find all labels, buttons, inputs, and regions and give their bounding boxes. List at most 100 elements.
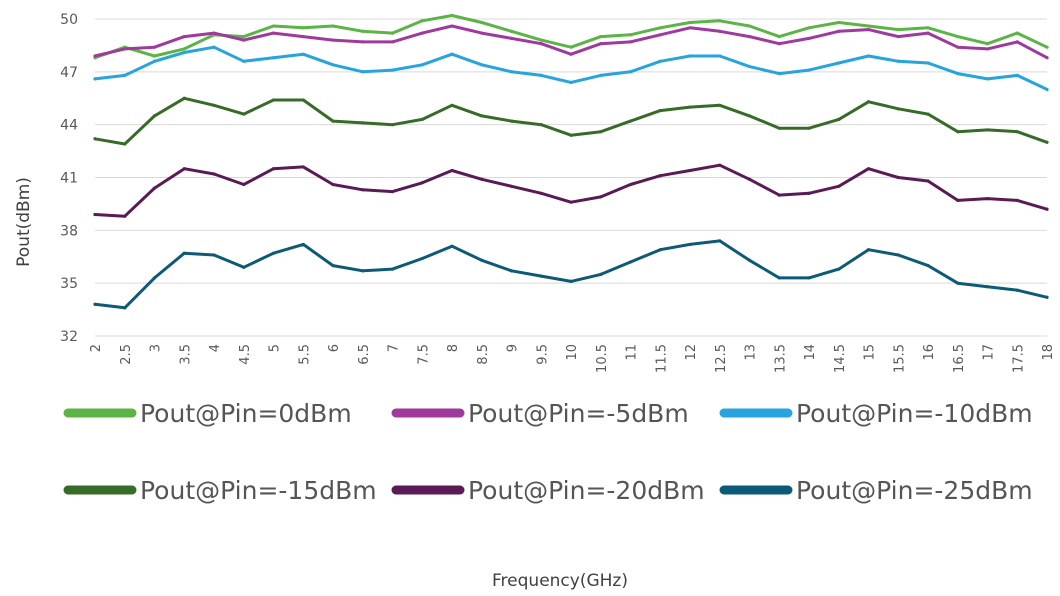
data-point: [718, 239, 722, 243]
x-tick-label: 13.5: [773, 344, 788, 373]
y-tick-label: 38: [60, 223, 78, 239]
data-point: [152, 59, 157, 63]
data-point: [123, 306, 127, 310]
data-point: [271, 167, 276, 171]
data-point: [926, 31, 930, 35]
data-point: [331, 182, 335, 187]
data-point: [599, 73, 603, 77]
data-point: [926, 61, 930, 65]
x-tick-label: 4.5: [238, 344, 253, 365]
x-tick-label: 12.5: [714, 344, 729, 373]
data-point: [807, 276, 811, 280]
data-point: [242, 38, 246, 42]
data-point: [509, 70, 514, 74]
data-point: [599, 35, 603, 39]
data-point: [926, 26, 930, 30]
data-point: [718, 163, 722, 167]
data-point: [480, 31, 484, 35]
data-point: [569, 200, 573, 204]
legend-label: Pout@Pin=-5dBm: [468, 399, 689, 428]
data-point: [242, 182, 246, 187]
data-point: [93, 137, 97, 141]
data-point: [301, 26, 305, 30]
data-point: [807, 126, 811, 130]
y-tick-label: 44: [60, 118, 78, 134]
data-point: [599, 130, 603, 134]
data-point: [450, 52, 454, 56]
data-point: [1045, 45, 1049, 49]
data-point: [390, 31, 395, 35]
data-point: [361, 70, 365, 74]
data-point: [569, 80, 573, 84]
data-point: [1045, 56, 1049, 60]
data-point: [331, 24, 335, 28]
data-point: [985, 77, 990, 81]
data-point: [807, 36, 811, 40]
data-point: [480, 177, 484, 181]
data-point: [361, 40, 365, 44]
data-point: [569, 133, 573, 137]
legend-label: Pout@Pin=-10dBm: [796, 399, 1033, 428]
data-point: [658, 174, 662, 178]
data-point: [450, 244, 454, 248]
x-axis-ticks: 2 2.5 3 3.5 4 4.5 5 5.5 6 6.5 7 7.5 8 8.5 9 9.5 10 10.5 11…: [89, 344, 1056, 373]
legend-label: Pout@Pin=-15dBm: [140, 476, 377, 505]
plot-area: [93, 13, 1049, 310]
legend-label: Pout@Pin=-20dBm: [468, 476, 705, 505]
data-point: [985, 128, 990, 132]
data-point: [271, 24, 276, 28]
x-tick-label: 7: [387, 344, 402, 352]
x-tick-label: 6: [327, 344, 342, 352]
data-point: [420, 19, 424, 23]
series-line-4: [93, 96, 1049, 146]
data-point: [301, 242, 305, 247]
data-point: [837, 61, 841, 65]
data-point: [1045, 295, 1049, 299]
data-point: [896, 27, 900, 32]
data-point: [599, 195, 603, 199]
x-tick-label: 14: [803, 344, 818, 361]
data-point: [271, 98, 276, 102]
data-point: [628, 260, 633, 264]
data-point: [539, 42, 543, 46]
x-tick-label: 5.5: [297, 344, 312, 365]
data-point: [777, 193, 781, 197]
data-point: [301, 35, 305, 39]
legend-label: Pout@Pin=-25dBm: [796, 476, 1033, 505]
data-point: [361, 269, 365, 273]
data-point: [450, 13, 454, 18]
data-point: [242, 112, 246, 116]
data-point: [182, 251, 186, 255]
data-point: [985, 285, 990, 289]
data-point: [1015, 198, 1019, 202]
data-point: [718, 29, 722, 33]
data-point: [985, 197, 990, 201]
data-point: [152, 54, 157, 58]
data-point: [331, 38, 335, 42]
data-point: [182, 35, 186, 39]
data-point: [212, 253, 216, 257]
x-tick-label: 16.5: [952, 344, 967, 373]
data-point: [1015, 130, 1019, 134]
data-point: [956, 281, 960, 285]
data-point: [688, 20, 692, 25]
data-point: [628, 70, 633, 74]
data-point: [390, 189, 395, 194]
data-point: [301, 165, 305, 169]
data-point: [93, 54, 97, 58]
data-point: [747, 35, 752, 39]
data-point: [361, 188, 365, 192]
x-tick-label: 17.5: [1011, 344, 1026, 373]
data-point: [331, 63, 335, 67]
data-point: [420, 31, 424, 35]
x-tick-label: 13: [744, 344, 759, 361]
data-point: [301, 98, 305, 102]
grid-lines: [95, 18, 1047, 337]
data-point: [866, 100, 871, 104]
data-point: [242, 35, 246, 39]
data-point: [628, 119, 633, 123]
data-point: [152, 276, 157, 280]
data-point: [837, 184, 841, 188]
x-tick-label: 10: [565, 344, 580, 361]
data-point: [93, 212, 97, 217]
